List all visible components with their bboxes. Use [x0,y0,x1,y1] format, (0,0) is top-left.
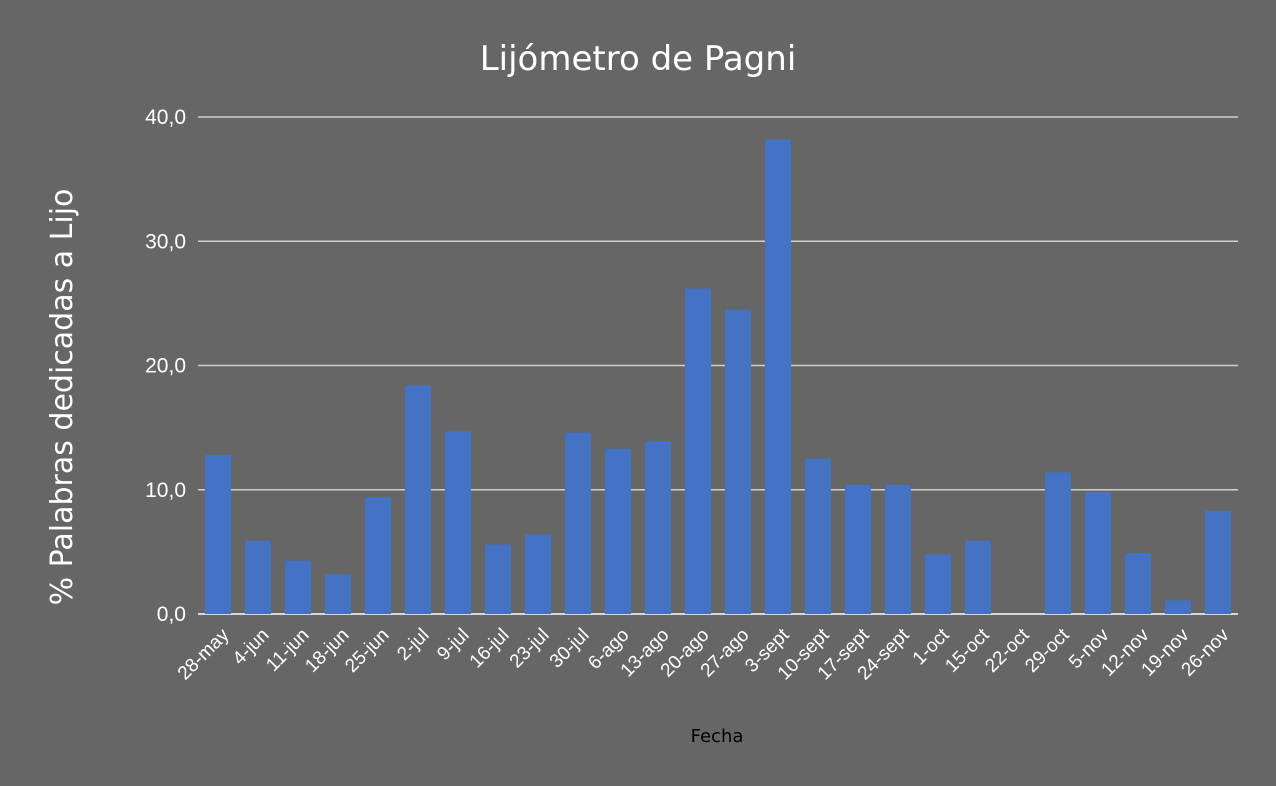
bar [245,540,271,614]
x-tick-label: 25-jun [341,625,393,677]
x-tick-label: 22-oct [981,624,1034,677]
bar [765,139,791,615]
bar [565,432,591,614]
y-tick-label: 10,0 [145,479,186,502]
bar [605,448,631,614]
x-tick-label: 18-jun [301,625,353,677]
bar [285,560,311,614]
bar [1045,472,1071,614]
bar [925,554,951,614]
bar [965,540,991,614]
bar [365,497,391,614]
x-tick-label: 30-jul [546,625,594,673]
bar [325,574,351,614]
bars [205,139,1231,615]
x-tick-label: 11-jun [262,625,313,676]
bar [1085,492,1111,614]
x-tick-label: 15-oct [941,624,994,677]
bar [805,458,831,614]
bar [1125,553,1151,614]
bar [405,385,431,614]
bar [1165,600,1191,614]
y-tick-labels: 0,0 10,0 20,0 30,0 40,0 [145,106,186,626]
bar [885,484,911,614]
y-tick-label: 0,0 [157,603,186,626]
bar [685,288,711,614]
x-tick-label: 28-may [174,624,234,684]
gridlines [198,116,1238,615]
bar [845,484,871,614]
bar [485,544,511,614]
bar [445,431,471,614]
x-tick-label: 23-jul [506,625,554,673]
y-tick-label: 40,0 [145,106,186,129]
y-tick-label: 30,0 [145,230,186,253]
chart-title: Lijómetro de Pagni [480,39,797,79]
bar [645,441,671,614]
x-tick-label: 16-jul [466,625,514,673]
y-tick-label: 20,0 [145,355,186,378]
x-tick-label: 2-jul [393,625,433,665]
x-axis-label: Fecha [691,726,744,747]
bar [205,454,231,614]
y-axis-label: % Palabras dedicadas a Lijo [45,189,80,606]
bar [725,309,751,614]
bar [1205,510,1231,614]
bar [525,534,551,614]
x-tick-label: 29-oct [1021,624,1074,677]
